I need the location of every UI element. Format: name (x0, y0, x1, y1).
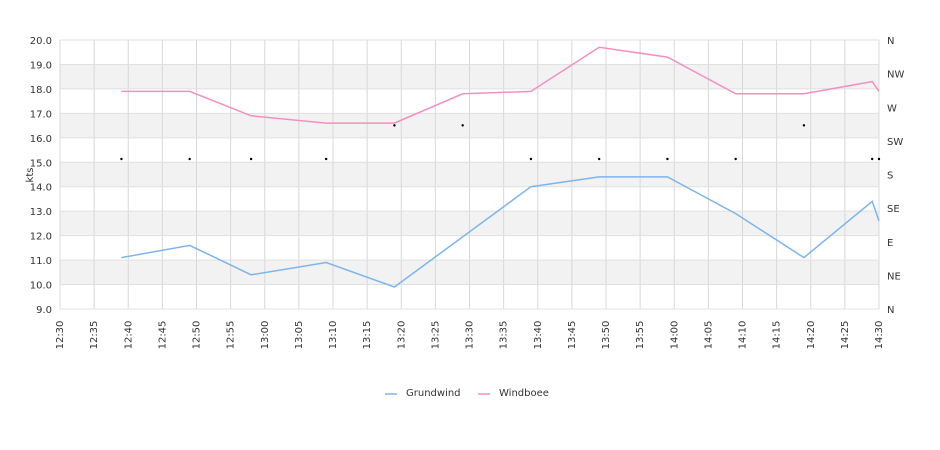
x-tick-label: 14:30 (874, 321, 885, 350)
x-tick-label: 13:05 (294, 321, 305, 350)
x-tick-label: 13:30 (465, 321, 476, 350)
direction-marker (597, 157, 601, 161)
y-tick-label: 13.0 (30, 207, 52, 218)
direction-marker (393, 124, 396, 127)
direction-marker (877, 157, 881, 161)
direction-marker (802, 124, 806, 127)
series-line-windboee (121, 46, 880, 124)
direction-markers (120, 124, 881, 161)
legend-item-windboee[interactable]: Windboee (478, 388, 549, 399)
x-tick-label: 13:25 (430, 321, 441, 350)
x-tick-label: 12:40 (123, 321, 134, 350)
x-tick-label: 13:40 (533, 321, 544, 350)
direction-marker (666, 157, 669, 161)
y-axis-label: kts (25, 168, 36, 183)
direction-marker (734, 157, 737, 161)
y-tick-label: 12.0 (30, 232, 52, 243)
direction-axis-ticks: N NW W SW S SE E NE N (887, 36, 904, 316)
x-tick-label: 14:20 (806, 321, 817, 350)
x-tick-label: 13:50 (601, 321, 612, 350)
direction-tick-label: SE (887, 204, 900, 215)
direction-tick-label: W (887, 103, 897, 114)
y-tick-label: 10.0 (30, 281, 52, 292)
y-axis-ticks: 9.0 10.0 11.0 12.0 13.0 14.0 15.0 16.0 17.0 18.0 1… (30, 36, 52, 316)
direction-tick-label: N (887, 305, 894, 316)
legend-item-grundwind[interactable]: Grundwind (385, 388, 461, 399)
x-tick-label: 13:10 (328, 321, 339, 350)
direction-tick-label: NW (887, 70, 904, 81)
direction-tick-label: S (887, 171, 893, 182)
direction-tick-label: NE (887, 271, 901, 282)
direction-marker (120, 157, 123, 161)
series-lines (121, 46, 880, 288)
legend-label: Grundwind (406, 388, 461, 399)
direction-marker (461, 124, 464, 127)
y-tick-label: 16.0 (30, 134, 52, 145)
x-tick-label: 14:15 (772, 321, 783, 350)
y-tick-label: 17.0 (30, 109, 52, 120)
direction-marker (188, 157, 191, 161)
direction-marker (529, 157, 533, 161)
y-tick-label: 20.0 (30, 36, 52, 47)
x-tick-label: 12:45 (157, 321, 168, 350)
x-tick-label: 13:00 (260, 321, 271, 350)
x-tick-label: 14:05 (703, 321, 714, 350)
x-tick-label: 14:10 (738, 321, 749, 350)
legend[interactable]: Grundwind Windboee (385, 388, 549, 399)
x-tick-label: 12:55 (226, 321, 237, 350)
y-tick-label: 9.0 (36, 305, 52, 316)
y-tick-label: 19.0 (30, 60, 52, 71)
y-tick-label: 18.0 (30, 85, 52, 96)
x-axis-ticks: 12:30 12:35 12:40 12:45 12:50 12:55 13:00 13:05… (55, 321, 885, 350)
x-tick-label: 12:35 (89, 321, 100, 350)
x-tick-label: 13:35 (499, 321, 510, 350)
direction-marker (324, 157, 328, 161)
x-tick-label: 12:50 (192, 321, 203, 350)
x-tick-label: 14:00 (669, 321, 680, 350)
direction-tick-label: N (887, 36, 894, 47)
x-tick-label: 13:55 (635, 321, 646, 350)
x-tick-label: 14:25 (840, 321, 851, 350)
y-tick-label: 15.0 (30, 158, 52, 169)
direction-tick-label: SW (887, 137, 903, 148)
direction-marker (870, 157, 874, 161)
x-tick-label: 13:20 (396, 321, 407, 350)
legend-label: Windboee (499, 388, 549, 399)
y-tick-label: 11.0 (30, 256, 52, 267)
series-line-grundwind (121, 176, 880, 288)
x-tick-label: 13:15 (362, 321, 373, 350)
x-tick-label: 13:45 (567, 321, 578, 350)
vertical-gridlines (59, 40, 880, 309)
direction-tick-label: E (887, 238, 893, 249)
x-tick-label: 12:30 (55, 321, 66, 350)
direction-marker (249, 157, 253, 161)
y-tick-label: 14.0 (30, 183, 52, 194)
horizontal-gridlines (60, 39, 879, 310)
